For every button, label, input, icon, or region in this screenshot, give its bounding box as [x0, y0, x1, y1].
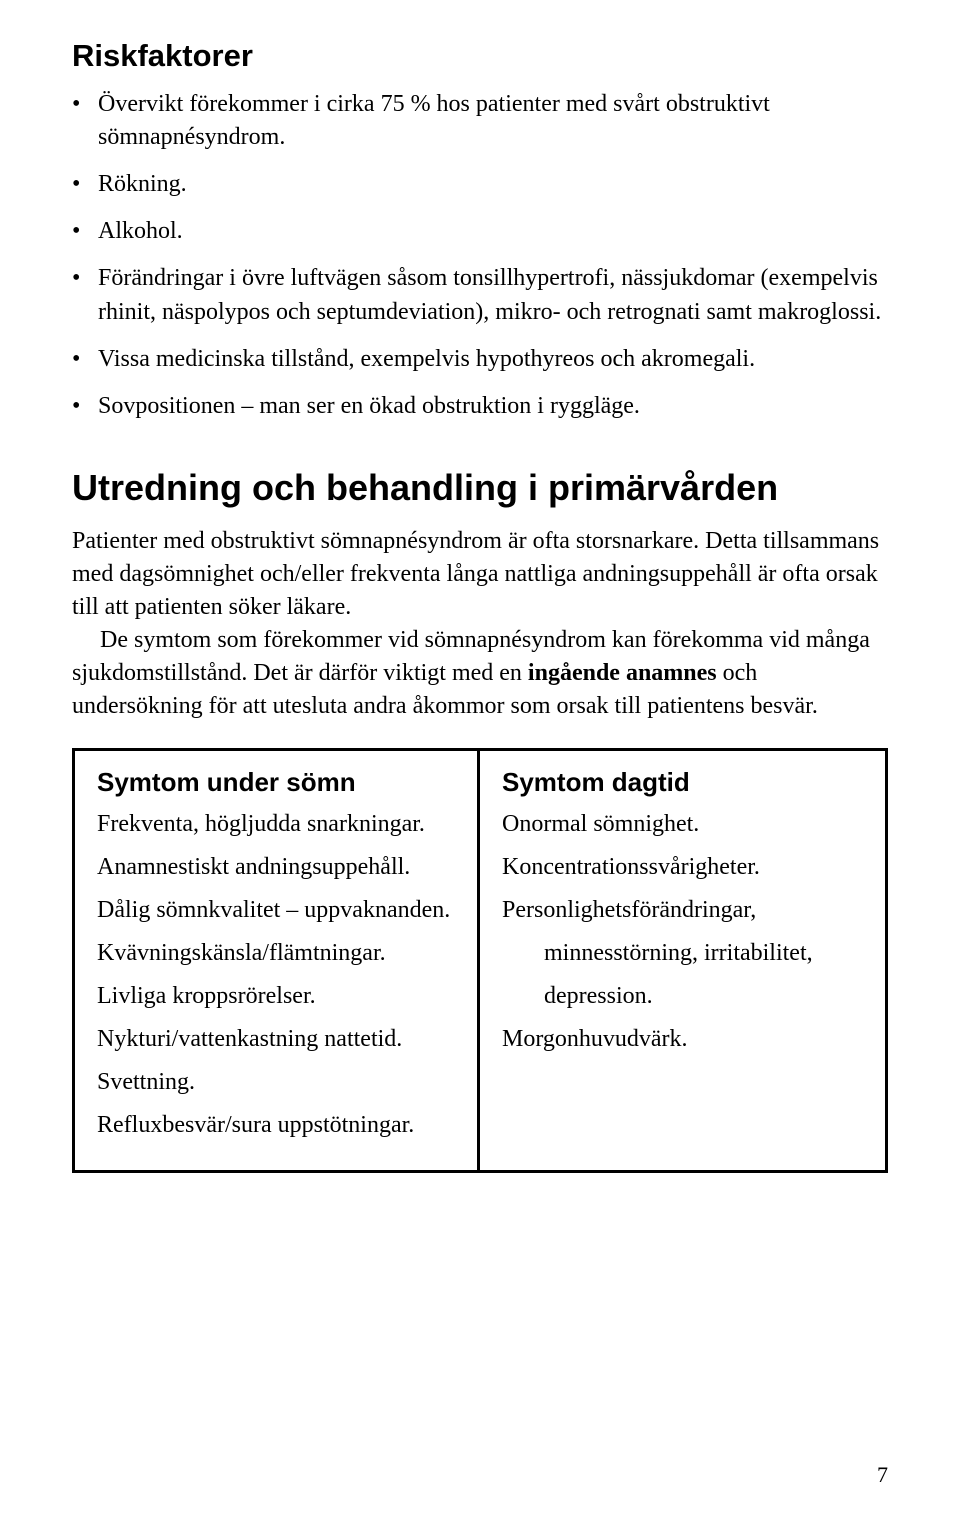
symptom-boxes: Symtom under sömn Frekventa, högljudda s… — [72, 748, 888, 1174]
symtom-somn-heading: Symtom under sömn — [97, 767, 455, 798]
paragraph: De symtom som förekommer vid sömnapnésyn… — [72, 624, 888, 723]
list-item: Personlighetsförändringar, — [502, 894, 863, 927]
list-item: Livliga kroppsrörelser. — [97, 980, 455, 1013]
riskfaktorer-heading: Riskfaktorer — [72, 38, 888, 74]
list-item: Onormal sömnighet. — [502, 808, 863, 841]
list-item: Dålig sömnkvalitet – uppvaknanden. — [97, 894, 455, 927]
list-item: depression. — [502, 980, 863, 1013]
list-item: Svettning. — [97, 1066, 455, 1099]
list-item: Övervikt förekommer i cirka 75 % hos pat… — [72, 88, 888, 154]
list-item: Kvävningskänsla/flämtningar. — [97, 937, 455, 970]
page-number: 7 — [877, 1462, 888, 1488]
list-item: Refluxbesvär/sura uppstötningar. — [97, 1109, 455, 1142]
list-item: Alkohol. — [72, 215, 888, 248]
symtom-somn-box: Symtom under sömn Frekventa, högljudda s… — [72, 748, 480, 1174]
symtom-dagtid-box: Symtom dagtid Onormal sömnighet. Koncent… — [480, 748, 888, 1174]
utredning-body: Patienter med obstruktivt sömnapnésyndro… — [72, 525, 888, 724]
list-item: Morgonhuvudvärk. — [502, 1023, 863, 1056]
strong-text: ingående anamnes — [528, 660, 717, 686]
riskfaktorer-list: Övervikt förekommer i cirka 75 % hos pat… — [72, 88, 888, 423]
list-item: minnesstörning, irritabilitet, — [502, 937, 863, 970]
list-item: Rökning. — [72, 168, 888, 201]
list-item: Anamnestiskt andningsuppehåll. — [97, 851, 455, 884]
symtom-dagtid-heading: Symtom dagtid — [502, 767, 863, 798]
list-item: Nykturi/vattenkastning nattetid. — [97, 1023, 455, 1056]
list-item: Vissa medicinska tillstånd, exempelvis h… — [72, 343, 888, 376]
list-item: Sovpositionen – man ser en ökad obstrukt… — [72, 390, 888, 423]
utredning-heading: Utredning och behandling i primärvården — [72, 467, 888, 509]
list-item: Frekventa, högljudda snarkningar. — [97, 808, 455, 841]
list-item: Koncentrationssvårigheter. — [502, 851, 863, 884]
list-item: Förändringar i övre luftvägen såsom tons… — [72, 262, 888, 328]
paragraph: Patienter med obstruktivt sömnapnésyndro… — [72, 525, 888, 624]
